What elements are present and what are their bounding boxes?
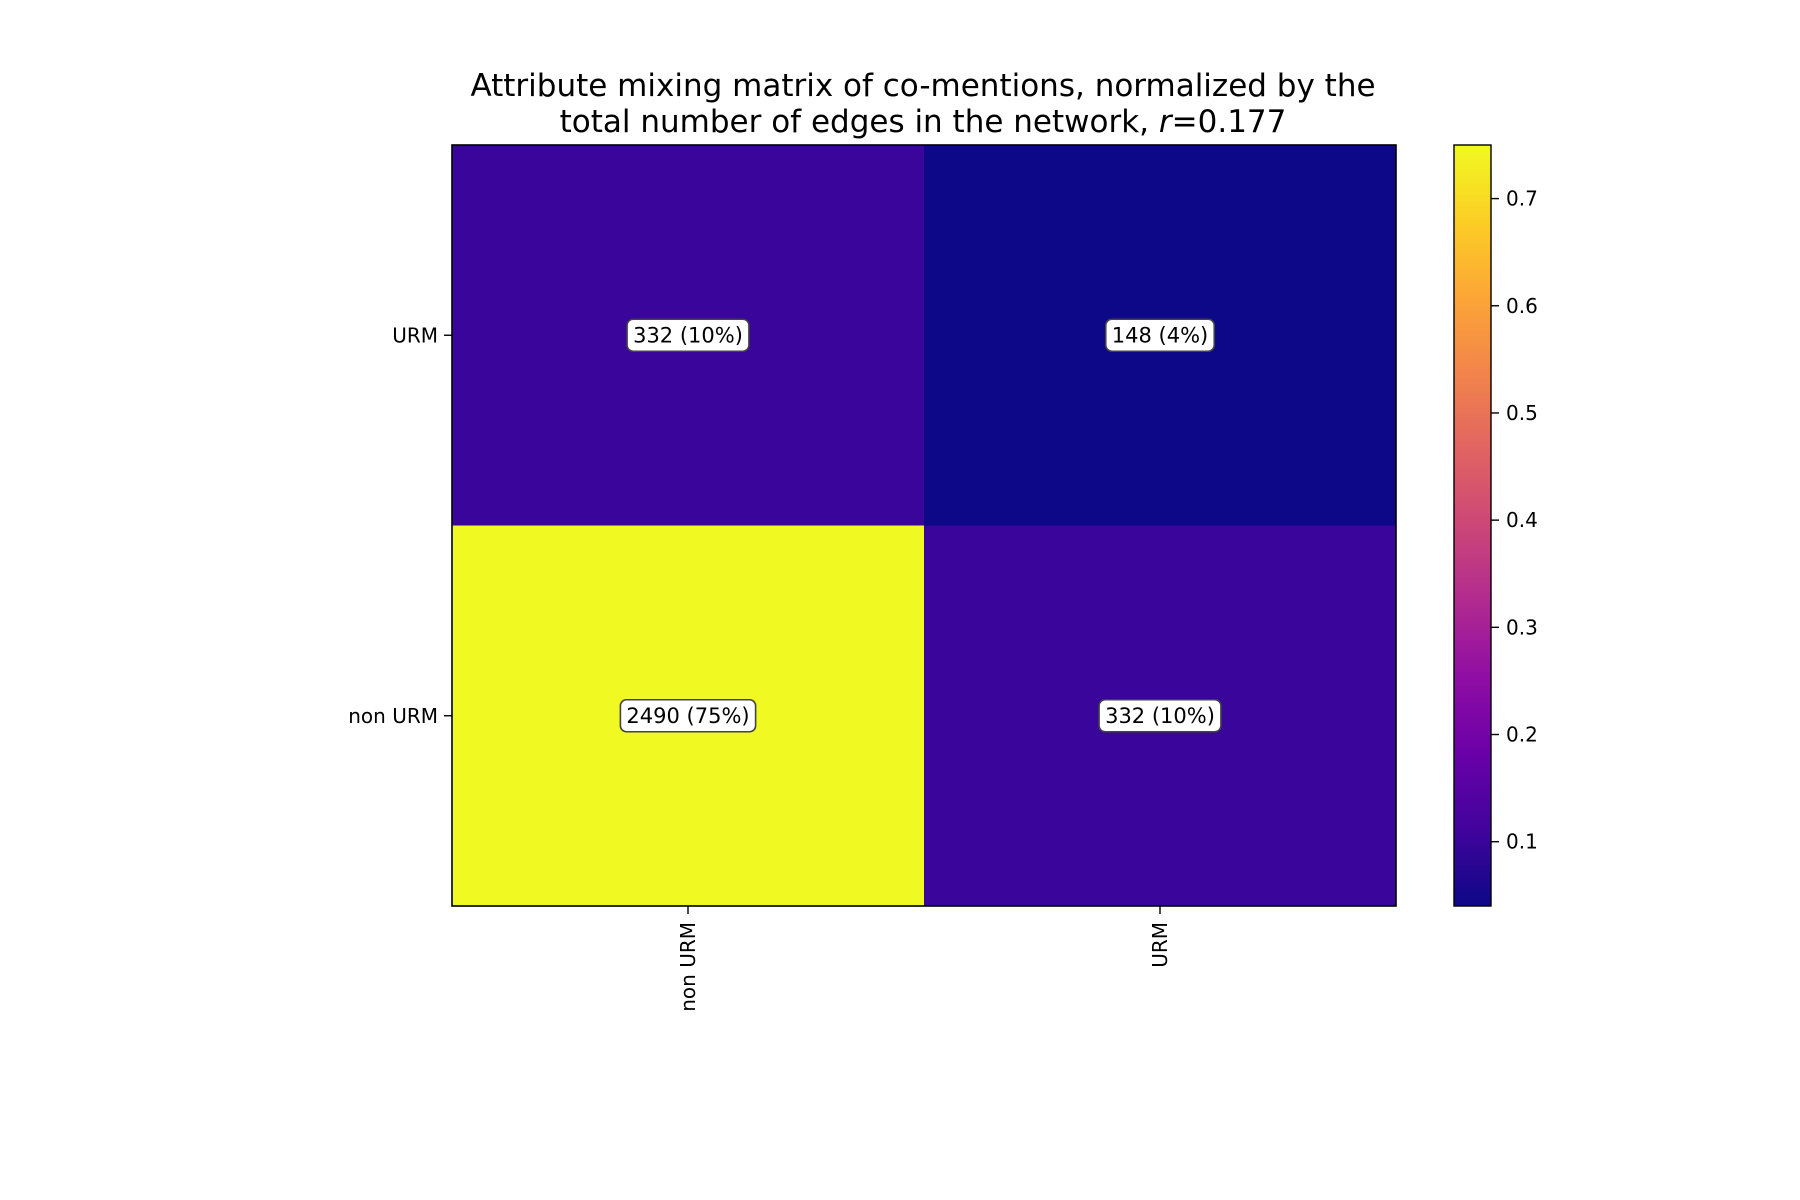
cell-label-urm-non-urm: 332 (10%) [626,318,750,353]
x-axis: non URM URM [676,906,1172,1012]
plot-frame [451,144,1397,907]
cell-label-non-urm-non-urm: 2490 (75%) [619,698,757,733]
colorbar: 0.1 0.2 0.3 0.4 0.5 0.6 0.7 [1453,144,1538,907]
colorbar-tick-label: 0.2 [1506,723,1538,747]
cell-label-box [1098,698,1222,733]
cell-label-text: 148 (4%) [1112,323,1208,347]
cell-label-box [619,698,757,733]
heatmap-cells [452,145,1397,907]
x-tick-label-urm: URM [1148,922,1172,968]
cell-label-text: 2490 (75%) [626,704,749,728]
colorbar-tick-label: 0.6 [1506,294,1538,318]
colorbar-tick-label: 0.4 [1506,508,1538,532]
y-tick-label-non-urm: non URM [348,704,438,728]
cell-label-box [1104,318,1216,353]
colorbar-tick-label: 0.1 [1506,830,1538,854]
y-axis: URM non URM [348,323,452,728]
colorbar-gradient [1453,144,1492,907]
chart-title-symbol: r [1158,104,1172,140]
cell-label-box [626,318,750,353]
chart-title-prefix: total number of edges in the network, [559,104,1159,140]
cell-label-text: 332 (10%) [1105,704,1215,728]
chart-title-suffix: =0.177 [1171,104,1287,140]
x-tick-label-non-urm: non URM [676,922,700,1012]
colorbar-tick-label: 0.5 [1506,401,1538,425]
y-tick-label-urm: URM [392,323,438,347]
chart-title-line-2: total number of edges in the network, r=… [0,104,1800,140]
cell-label-text: 332 (10%) [633,323,743,347]
cell-label-urm-urm: 148 (4%) [1104,318,1216,353]
chart-title-line-1: Attribute mixing matrix of co-mentions, … [470,68,1376,104]
colorbar-tick-label: 0.7 [1506,187,1538,211]
colorbar-tick-label: 0.3 [1506,615,1538,639]
cell-labels: 332 (10%) 148 (4%) 2490 (75%) 332 (10%) [619,318,1222,733]
cell-label-non-urm-urm: 332 (10%) [1098,698,1222,733]
